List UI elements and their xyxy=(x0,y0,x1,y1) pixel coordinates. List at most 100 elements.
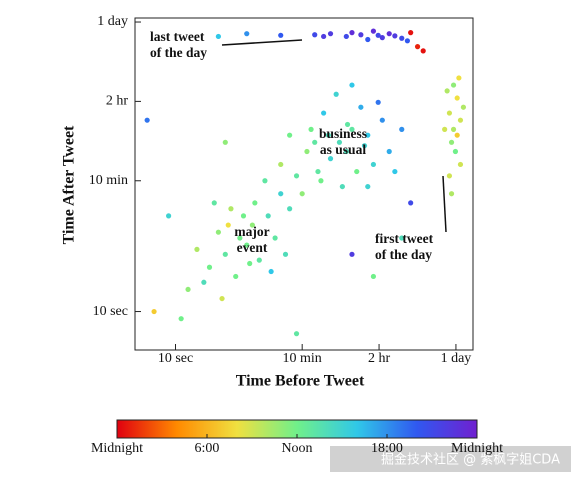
point xyxy=(404,38,411,44)
point xyxy=(194,246,200,252)
point xyxy=(240,213,247,219)
y-tick-label: 1 day xyxy=(97,14,128,29)
point xyxy=(454,95,460,101)
point xyxy=(312,139,318,145)
y-tick-label: 10 sec xyxy=(93,304,128,319)
point xyxy=(144,117,150,123)
point xyxy=(211,200,217,206)
point xyxy=(386,31,392,37)
point xyxy=(166,213,172,219)
point xyxy=(222,139,228,145)
y-tick-label: 10 min xyxy=(89,173,128,188)
point xyxy=(442,126,448,132)
annotation-pointer xyxy=(221,39,303,46)
point xyxy=(206,264,213,270)
point xyxy=(325,132,331,138)
watermark-bg xyxy=(330,446,571,472)
point xyxy=(321,33,327,40)
point xyxy=(408,200,414,206)
plot-frame xyxy=(134,17,474,351)
point xyxy=(272,235,278,241)
point xyxy=(308,126,314,132)
point xyxy=(457,117,464,123)
point xyxy=(408,30,414,36)
point xyxy=(450,126,457,132)
point xyxy=(392,33,398,39)
point xyxy=(365,36,371,43)
x-tick-label: 10 sec xyxy=(158,351,193,366)
point xyxy=(219,295,225,302)
point xyxy=(370,273,377,280)
point xyxy=(361,143,368,149)
point xyxy=(365,183,371,190)
point xyxy=(343,33,349,40)
point xyxy=(244,242,250,248)
point xyxy=(304,148,310,155)
point xyxy=(287,206,293,212)
point xyxy=(278,191,284,197)
watermark: 掘金技术社区 @ 紫枫字姐CDA xyxy=(381,452,560,468)
y-tick-label: 2 hr xyxy=(106,94,129,109)
point xyxy=(448,139,455,145)
point xyxy=(201,279,207,285)
point xyxy=(327,31,334,37)
point xyxy=(278,161,284,168)
point xyxy=(375,99,381,105)
point xyxy=(456,75,462,81)
point xyxy=(336,139,343,145)
colorbar-tick-label: Noon xyxy=(281,441,312,456)
point xyxy=(358,32,364,38)
point xyxy=(265,213,271,219)
point xyxy=(262,178,268,184)
colorbar-tick-label: 6:00 xyxy=(195,441,220,456)
point xyxy=(343,148,349,155)
annotation-pointer xyxy=(442,175,447,233)
annotation: last tweet xyxy=(150,29,205,44)
annotation: of the day xyxy=(150,45,207,60)
x-axis-title: Time Before Tweet xyxy=(236,373,365,390)
annotation: event xyxy=(237,240,268,255)
annotation: of the day xyxy=(375,247,432,262)
point xyxy=(399,235,405,241)
point xyxy=(252,200,258,206)
point xyxy=(339,183,345,190)
point xyxy=(333,91,339,97)
point xyxy=(228,206,234,212)
point xyxy=(293,331,300,337)
points xyxy=(144,28,467,337)
colorbar-tick-label: Midnight xyxy=(91,441,143,456)
point xyxy=(349,82,355,88)
point xyxy=(349,126,355,132)
point xyxy=(293,173,300,179)
point xyxy=(215,33,221,40)
point xyxy=(327,156,334,162)
annotation: major xyxy=(234,224,269,239)
point xyxy=(315,168,321,175)
point xyxy=(344,121,351,128)
point xyxy=(349,30,355,36)
point xyxy=(222,251,228,257)
point xyxy=(399,126,405,132)
point xyxy=(151,308,157,315)
point xyxy=(414,44,421,50)
point xyxy=(379,117,385,123)
colorbar-tick-label: 18:00 xyxy=(371,441,403,456)
point xyxy=(450,82,457,88)
point xyxy=(287,132,293,138)
point xyxy=(268,268,274,275)
point xyxy=(244,31,250,37)
point xyxy=(282,251,289,257)
x-tick-label: 2 hr xyxy=(368,351,391,366)
point xyxy=(312,32,318,38)
point xyxy=(354,168,360,175)
point xyxy=(318,178,324,184)
point xyxy=(233,273,239,280)
point xyxy=(448,191,455,197)
point xyxy=(178,316,184,322)
point xyxy=(237,235,243,241)
point xyxy=(375,32,381,38)
point xyxy=(225,222,231,228)
point xyxy=(370,161,377,168)
